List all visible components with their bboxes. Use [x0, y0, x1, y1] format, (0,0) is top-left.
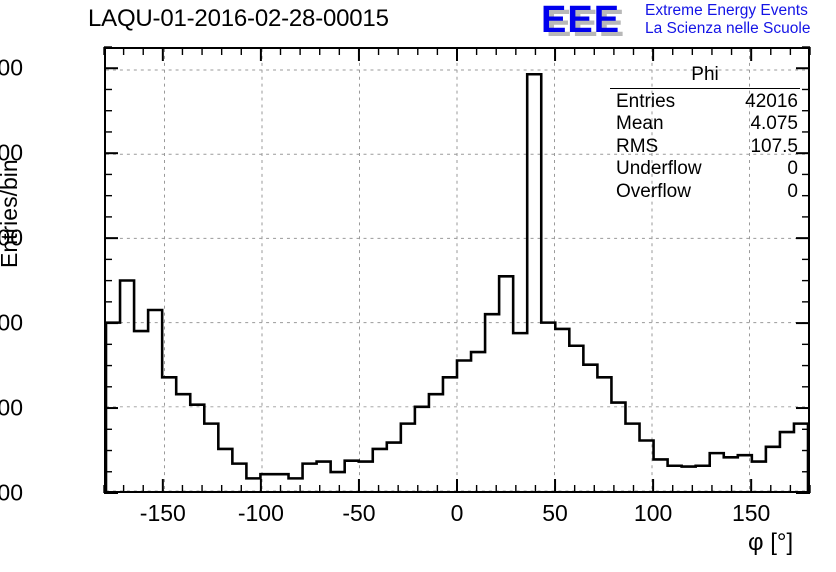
y-axis-tick-label: 800	[0, 394, 23, 421]
plot-gridlines	[106, 49, 808, 491]
stats-row: Underflow 0	[610, 158, 800, 181]
x-axis-tick-label: 50	[542, 500, 568, 526]
x-axis-tick-label: -50	[342, 500, 376, 526]
y-axis-tick-label: 1200	[0, 224, 23, 251]
y-axis-tick-label: 1400	[0, 139, 23, 166]
stats-row-value: 42016	[745, 90, 798, 112]
stats-row-value: 107.5	[750, 135, 798, 157]
x-axis-tick-label: -150	[139, 500, 186, 526]
stats-row-label: Overflow	[616, 180, 691, 202]
eee-logo-front-text: EEE	[541, 0, 621, 41]
stats-row: Entries 42016	[610, 91, 800, 114]
eee-logo-shadow-text: EEE	[546, 3, 626, 45]
eee-logo-line1: Extreme Energy Events	[645, 2, 808, 19]
x-axis-tick-label: 150	[731, 500, 771, 526]
eee-logo: EEE EEE Extreme Energy Events La Scienza…	[541, 0, 836, 43]
stats-row: RMS 107.5	[610, 136, 800, 159]
stats-box-title: Phi	[691, 64, 719, 85]
x-axis-tick-label: 0	[450, 500, 464, 526]
eee-logo-caption: Extreme Energy Events La Scienza nelle S…	[645, 2, 810, 37]
stats-row-label: Underflow	[616, 158, 702, 179]
eee-logo-mark: EEE EEE	[541, 0, 641, 43]
y-axis-tick-label: 600	[0, 479, 23, 506]
x-axis-tick-label: -100	[237, 500, 284, 526]
histogram-series-phi	[106, 72, 808, 491]
stats-row-value: 0	[787, 158, 798, 179]
stats-row-label: Entries	[616, 90, 676, 112]
stats-row: Mean 4.075	[610, 113, 800, 136]
stats-box-rule	[610, 87, 800, 89]
stats-row-value: 4.075	[750, 113, 798, 134]
x-axis-tick-label: 100	[633, 500, 673, 526]
stats-row-label: Mean	[616, 113, 664, 134]
stats-box-rows: Entries 42016 Mean 4.075 RMS 107.5 Underflow 0 O…	[610, 91, 800, 204]
stats-box: Phi Entries 42016 Mean 4.075 RMS 107.5 Underfl…	[610, 64, 800, 203]
y-axis-tick-label: 1000	[0, 309, 23, 336]
stats-row-value: 0	[787, 180, 798, 202]
stats-row: Overflow 0	[610, 181, 800, 204]
y-axis-tick-label: 1600	[0, 54, 23, 81]
eee-logo-line2: La Scienza nelle Scuole	[645, 19, 811, 37]
page-title: LAQU-01-2016-02-28-00015	[88, 5, 389, 32]
x-axis-title: φ [°]	[748, 529, 794, 556]
stats-row-label: RMS	[616, 135, 659, 157]
